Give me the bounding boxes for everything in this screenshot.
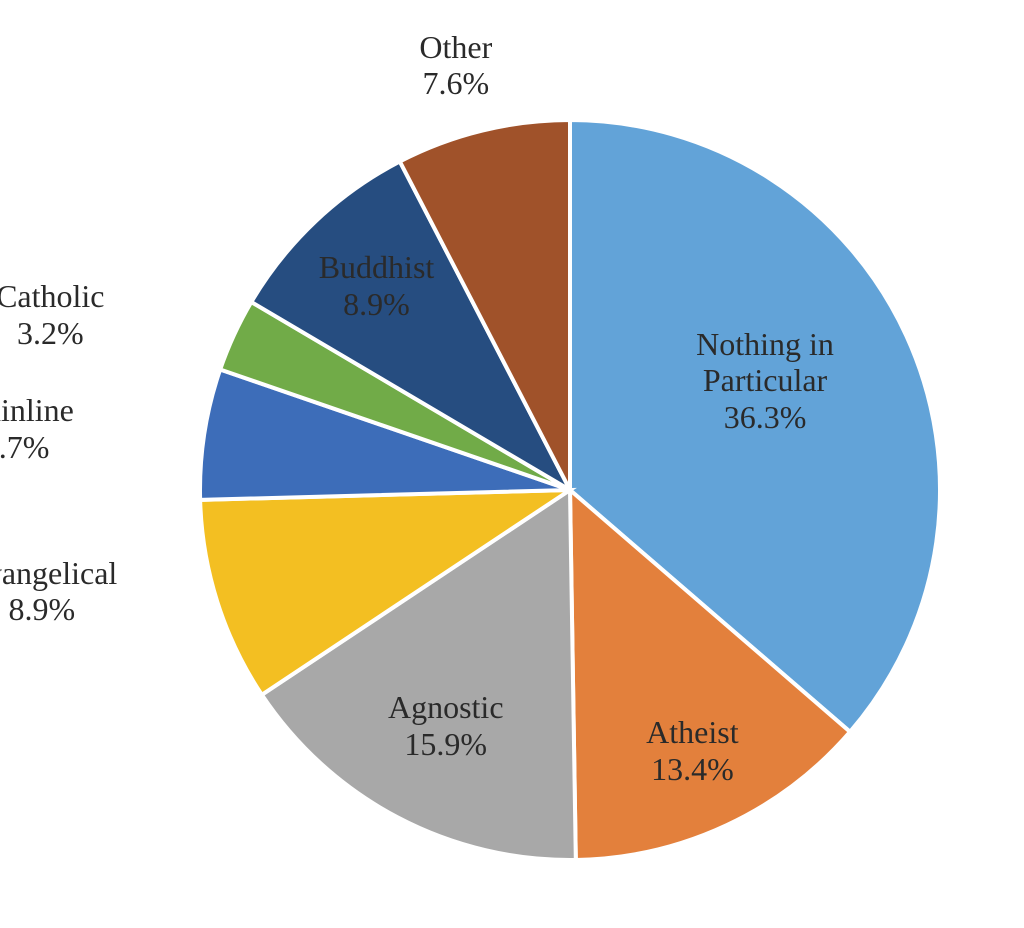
pie-slice-name: Evangelical [0, 555, 117, 592]
pie-slice-name: Particular [696, 362, 834, 399]
pie-slice-label: Agnostic15.9% [388, 689, 504, 763]
pie-chart [0, 0, 1024, 928]
pie-slice-label: Other7.6% [419, 29, 492, 103]
pie-slice-name: Buddhist [319, 249, 435, 286]
pie-slice-label: Evangelical8.9% [0, 555, 117, 629]
pie-slice-name: Catholic [0, 278, 104, 315]
pie-slice-label: Atheist13.4% [646, 714, 738, 788]
pie-slice-label: Catholic3.2% [0, 278, 104, 352]
pie-slice-percent: 36.3% [696, 399, 834, 436]
pie-slice-name: Mainline [0, 392, 74, 429]
pie-slice-percent: 3.2% [0, 315, 104, 352]
pie-chart-container: Nothing inParticular36.3% Atheist13.4% Agn… [0, 0, 1024, 928]
pie-slice-label: Buddhist8.9% [319, 249, 435, 323]
pie-slice-percent: 8.9% [319, 286, 435, 323]
pie-slice-name: Agnostic [388, 689, 504, 726]
pie-slice-percent: 15.9% [388, 726, 504, 763]
pie-slice-label: Mainline5.7% [0, 392, 74, 466]
pie-slice-percent: 7.6% [419, 65, 492, 102]
pie-slice-name: Atheist [646, 714, 738, 751]
pie-slice-percent: 13.4% [646, 751, 738, 788]
pie-slice-percent: 8.9% [0, 591, 117, 628]
pie-slice-label: Nothing inParticular36.3% [696, 326, 834, 436]
pie-slice-name: Other [419, 29, 492, 66]
pie-slice-name: Nothing in [696, 326, 834, 363]
pie-slice-percent: 5.7% [0, 429, 74, 466]
